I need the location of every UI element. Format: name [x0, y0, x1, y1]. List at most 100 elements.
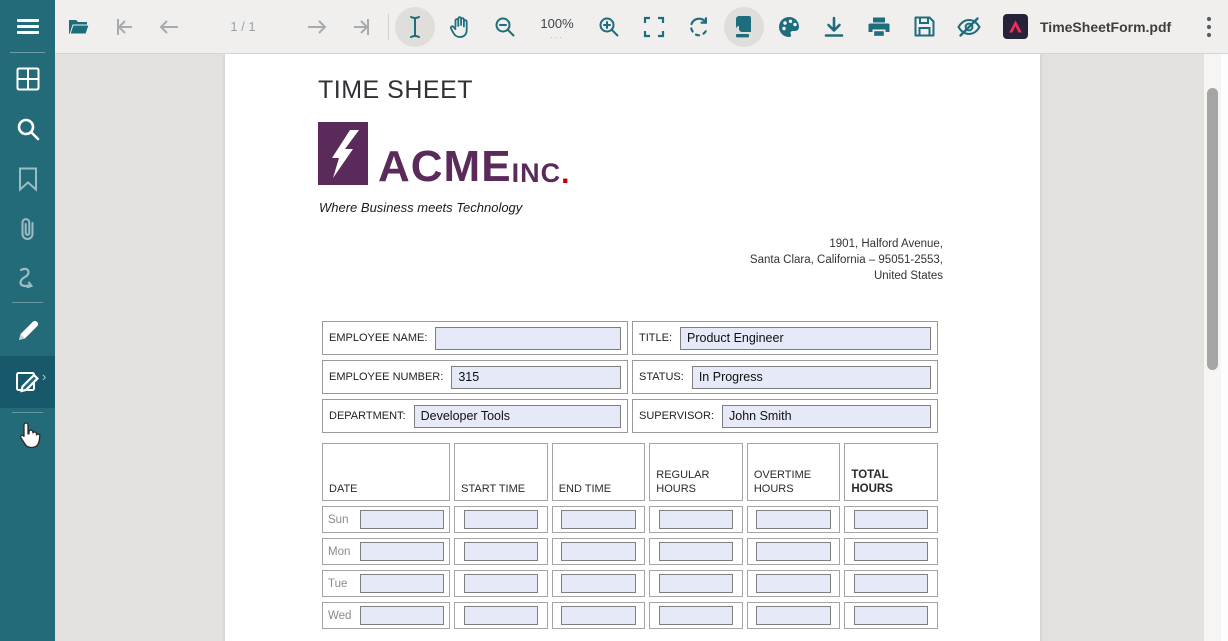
print-button[interactable] — [866, 8, 892, 46]
left-sidebar: › — [0, 54, 55, 641]
logo-mark-icon — [318, 122, 368, 185]
zoom-level-dropdown[interactable]: 100% ... — [537, 16, 577, 40]
previous-page-button[interactable] — [156, 8, 182, 46]
end-time-field-sun[interactable] — [561, 510, 636, 529]
more-options-button[interactable] — [1196, 8, 1222, 46]
file-name-label: TimeSheetForm.pdf — [1040, 18, 1172, 35]
hide-annotations-button[interactable] — [956, 8, 982, 46]
zoom-dropdown-dots: ... — [550, 30, 564, 40]
start-time-field-tue[interactable] — [463, 574, 539, 593]
overtime-hours-field-tue[interactable] — [756, 574, 831, 593]
sidebar-divider — [12, 302, 43, 303]
visibility-off-icon — [957, 16, 981, 37]
overtime-hours-field-sun[interactable] — [756, 510, 831, 529]
sidebar-item-form-designer[interactable] — [0, 356, 55, 408]
text-selection-tool-button[interactable] — [395, 6, 435, 47]
zoom-in-button[interactable] — [596, 8, 622, 46]
start-time-field-sun[interactable] — [463, 510, 539, 529]
vertical-scrollbar-thumb[interactable] — [1207, 88, 1218, 370]
color-palette-button[interactable] — [776, 8, 802, 46]
rotate-icon — [690, 16, 707, 36]
date-field-mon[interactable] — [360, 542, 445, 561]
zoom-out-button[interactable] — [492, 8, 518, 46]
sidebar-item-attachments[interactable] — [0, 204, 55, 254]
logo-red-dot: . — [561, 156, 570, 190]
next-page-button[interactable] — [304, 8, 330, 46]
start-time-field-mon[interactable] — [463, 542, 539, 561]
pdf-page: TIME SHEET ACME INC . Where Business mee… — [225, 54, 1040, 641]
sidebar-item-annotations[interactable] — [0, 306, 55, 356]
total-hours-field-mon[interactable] — [854, 542, 929, 561]
total-hours-field-wed[interactable] — [854, 606, 929, 625]
end-time-field-wed[interactable] — [561, 606, 636, 625]
timesheet-row-mon: Mon — [322, 538, 938, 565]
pdf-viewer-toolbar: 1 / 1 100% ... — [0, 0, 1228, 54]
sidebar-toggle-button[interactable] — [0, 0, 55, 54]
date-field-wed[interactable] — [360, 606, 445, 625]
end-time-field-tue[interactable] — [561, 574, 636, 593]
fit-page-button[interactable] — [641, 8, 667, 46]
save-icon — [914, 16, 934, 37]
rotate-button[interactable] — [686, 8, 712, 46]
sidebar-divider — [12, 412, 43, 413]
sidebar-item-bookmarks[interactable] — [0, 154, 55, 204]
right-gutter — [1221, 54, 1228, 641]
title-field[interactable] — [680, 326, 931, 350]
total-hours-field-tue[interactable] — [854, 574, 929, 593]
open-folder-icon — [69, 19, 90, 34]
pencil-icon — [18, 320, 38, 340]
start-time-field-wed[interactable] — [463, 606, 539, 625]
overtime-hours-field-wed[interactable] — [756, 606, 831, 625]
print-icon — [868, 17, 890, 37]
zoom-out-icon — [495, 17, 515, 36]
next-page-icon — [308, 19, 327, 34]
bookmark-icon — [18, 167, 37, 192]
overtime-hours-field-mon[interactable] — [756, 542, 831, 561]
previous-page-icon — [159, 19, 178, 34]
download-button[interactable] — [821, 8, 847, 46]
pan-tool-button[interactable] — [447, 8, 473, 46]
end-time-field-mon[interactable] — [561, 542, 636, 561]
sidebar-item-thumbnails[interactable] — [0, 54, 55, 104]
day-label: Wed — [328, 609, 352, 622]
department-field[interactable] — [413, 404, 621, 428]
logo-company-name: ACME — [378, 141, 512, 191]
regular-hours-field-sun[interactable] — [658, 510, 734, 529]
timesheet-row-tue: Tue — [322, 570, 938, 597]
column-header-overtime-hours: OVERTIME HOURS — [746, 443, 841, 501]
document-viewport[interactable]: TIME SHEET ACME INC . Where Business mee… — [55, 54, 1204, 641]
adobe-pdf-icon — [1003, 14, 1028, 39]
column-header-total-hours: TOTAL HOURS — [844, 443, 938, 501]
sidebar-item-signature[interactable] — [0, 254, 55, 304]
total-hours-field-sun[interactable] — [854, 510, 929, 529]
organize-pages-button[interactable] — [724, 6, 764, 47]
date-field-tue[interactable] — [360, 574, 445, 593]
regular-hours-field-tue[interactable] — [658, 574, 734, 593]
regular-hours-field-mon[interactable] — [658, 542, 734, 561]
file-info: TimeSheetForm.pdf — [1003, 14, 1171, 39]
open-file-button[interactable] — [66, 8, 92, 46]
first-page-button[interactable] — [111, 8, 137, 46]
timesheet-header-row: DATE START TIME END TIME REGULAR HOURS O… — [322, 443, 938, 501]
sidebar-item-search[interactable] — [0, 104, 55, 154]
employee-name-field[interactable] — [435, 326, 621, 350]
mouse-cursor-hand-icon — [16, 422, 42, 457]
company-logo: ACME INC . — [318, 122, 570, 191]
last-page-button[interactable] — [349, 8, 375, 46]
timesheet-row-wed: Wed — [322, 602, 938, 629]
palette-icon — [778, 16, 799, 37]
day-label: Mon — [328, 545, 351, 558]
regular-hours-field-wed[interactable] — [658, 606, 734, 625]
save-button[interactable] — [911, 8, 937, 46]
supervisor-field[interactable] — [722, 404, 931, 428]
column-header-regular-hours: REGULAR HOURS — [649, 443, 743, 501]
supervisor-label: SUPERVISOR: — [639, 410, 714, 422]
status-field[interactable] — [691, 365, 931, 389]
first-page-icon — [117, 18, 132, 35]
employee-number-field[interactable] — [451, 365, 621, 389]
timesheet-row-sun: Sun — [322, 506, 938, 533]
company-address: 1901, Halford Avenue, Santa Clara, Calif… — [750, 236, 943, 284]
address-line: 1901, Halford Avenue, — [829, 238, 943, 250]
vertical-scrollbar-track[interactable] — [1204, 54, 1221, 641]
date-field-sun[interactable] — [360, 510, 445, 529]
